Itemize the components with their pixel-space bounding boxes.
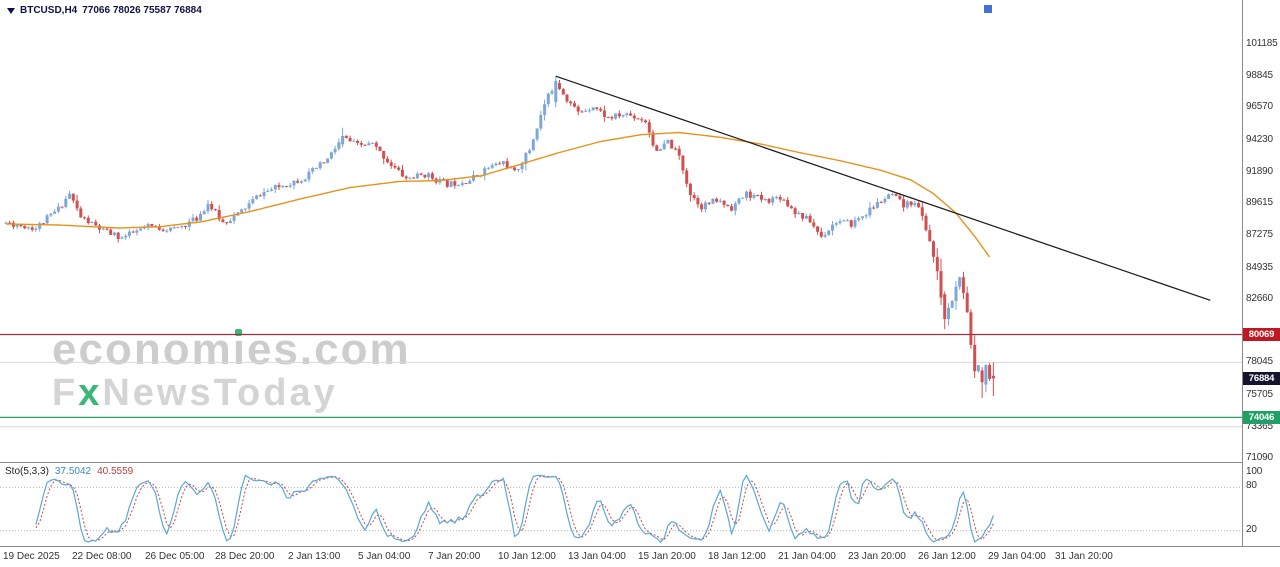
stochastic-panel[interactable]: Sto(5,3,3) 37.5042 40.5559 [0, 462, 1242, 547]
price-tick-label: 82660 [1246, 292, 1273, 304]
price-tick-label: 98845 [1246, 70, 1273, 82]
watermark-green-x: x [78, 372, 103, 414]
price-tick-label: 89615 [1246, 197, 1273, 209]
time-tick-label: 23 Jan 20:00 [848, 551, 906, 562]
price-axis[interactable]: 101185 98845 96570 94230 91890 89615 87275 8493… [1242, 0, 1280, 546]
time-tick-label: 13 Jan 04:00 [568, 551, 626, 562]
time-tick-label: 2 Jan 13:00 [288, 551, 341, 562]
indicator-name: Sto(5,3,3) [5, 466, 49, 477]
stochastic-label: Sto(5,3,3) 37.5042 40.5559 [5, 466, 133, 477]
sto-axis-label: 20 [1246, 523, 1257, 535]
price-tick-label: 94230 [1246, 133, 1273, 145]
indicator-signal-value: 40.5559 [97, 466, 134, 477]
time-tick-label: 15 Jan 20:00 [638, 551, 696, 562]
candles-layer [4, 76, 995, 398]
moving-average-line [5, 131, 991, 258]
watermark-line2: FxNewsToday [52, 372, 338, 414]
stochastic-canvas [0, 474, 1242, 543]
time-axis[interactable]: 19 Dec 2025 22 Dec 08:00 26 Dec 05:00 28 De… [0, 546, 1280, 567]
sto-signal-line [35, 475, 994, 542]
symbol-ohlc-label: BTCUSD,H4 77066 78026 75587 76884 [7, 5, 202, 16]
time-tick-label: 26 Jan 12:00 [918, 551, 976, 562]
watermark-green-dot: ı [232, 325, 247, 374]
current-price-badge: 76884 [1243, 371, 1280, 385]
price-tick-label: 78045 [1246, 356, 1273, 368]
price-tick-label: 87275 [1246, 229, 1273, 241]
time-tick-label: 29 Jan 04:00 [988, 551, 1046, 562]
ohlc-readout: 77066 78026 75587 76884 [82, 5, 202, 16]
price-tick-label: 71090 [1246, 452, 1273, 463]
support-price-badge: 74046 [1243, 410, 1280, 424]
time-tick-label: 19 Dec 2025 [3, 551, 60, 562]
time-tick-label: 7 Jan 20:00 [428, 551, 481, 562]
time-tick-label: 31 Jan 20:00 [1055, 551, 1113, 562]
time-tick-label: 10 Jan 12:00 [498, 551, 556, 562]
price-tick-label: 84935 [1246, 261, 1273, 273]
time-tick-label: 28 Dec 20:00 [215, 551, 275, 562]
price-tick-label: 91890 [1246, 165, 1273, 177]
price-chart-canvas[interactable] [0, 0, 1242, 462]
symbol-period: BTCUSD,H4 [20, 5, 78, 16]
resistance-price-badge: 80069 [1243, 327, 1280, 341]
sto-axis-label: 80 [1246, 480, 1257, 492]
indicator-main-value: 37.5042 [54, 466, 92, 477]
grid-lines [0, 361, 1242, 428]
time-tick-label: 18 Jan 12:00 [708, 551, 766, 562]
time-tick-label: 22 Dec 08:00 [72, 551, 132, 562]
chart-object-marker [984, 5, 992, 13]
time-tick-label: 26 Dec 05:00 [145, 551, 205, 562]
price-tick-label: 75705 [1246, 388, 1273, 400]
descending-trendline[interactable] [555, 75, 1211, 301]
price-tick-label: 73365 [1246, 420, 1273, 432]
time-tick-label: 21 Jan 04:00 [778, 551, 836, 562]
price-tick-label: 96570 [1246, 101, 1273, 113]
symbol-marker-icon [7, 7, 15, 14]
sto-axis-label: 100 [1246, 466, 1263, 477]
sto-main-line [35, 474, 994, 543]
price-tick-label: 101185 [1246, 37, 1278, 49]
time-tick-label: 5 Jan 04:00 [358, 551, 411, 562]
